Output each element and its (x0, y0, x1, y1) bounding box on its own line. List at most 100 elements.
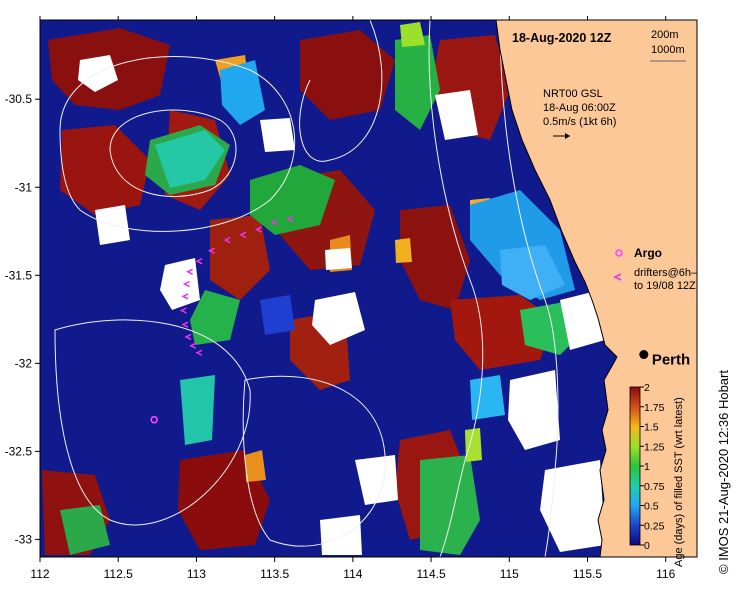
drifter-position (189, 342, 197, 349)
patch-old-e (400, 205, 470, 310)
drifter-position (223, 236, 231, 244)
drifter-position (181, 293, 189, 300)
drifter-track (179, 215, 294, 356)
patch-teal-sw (180, 375, 215, 445)
drifter-position (184, 333, 192, 341)
argo-float-marker (150, 415, 158, 424)
drifter-position (270, 219, 278, 226)
argo-legend-label: Argo (634, 246, 662, 260)
patch-green-c (250, 165, 335, 235)
x-tick-label: 112.5 (104, 567, 133, 581)
cloud-1 (78, 55, 118, 92)
x-tick-label: 115 (500, 567, 519, 581)
y-tick-label: -31.5 (5, 268, 33, 282)
x-tick-label: 113 (187, 567, 206, 581)
patch-old-n (300, 30, 395, 120)
current-info-line2: 18-Aug 06:00Z (543, 102, 616, 114)
drifter-legend-line2: to 19/08 12Z (634, 280, 696, 292)
perth-city-marker (639, 350, 649, 360)
patch-lime-2 (465, 428, 482, 462)
plot-frame (39, 19, 698, 558)
drifter-position (182, 280, 190, 288)
colorbar-tick-label: 1 (644, 461, 650, 473)
drifter-legend-line1: drifters@6h– (634, 267, 698, 279)
patch-green-sw (60, 505, 110, 555)
colorbar-tick-label: 0.25 (644, 520, 665, 532)
colorbar-tick-label: 2 (644, 382, 650, 394)
drifter-position (181, 321, 189, 328)
current-scale-arrow (553, 133, 570, 139)
drifter-position (195, 258, 203, 265)
x-tick-label: 113.5 (260, 567, 289, 581)
map-title: 18-Aug-2020 12Z (512, 31, 612, 45)
cloud-8 (540, 460, 605, 552)
isobath-legend-200m: 200m (651, 29, 679, 41)
isobath-ring-northeast (299, 20, 383, 162)
colorbar-tick-label: 0.5 (644, 501, 659, 513)
x-tick-label: 114.5 (417, 567, 446, 581)
cloud-6 (435, 90, 478, 140)
colorbar-ticks: 2 1.75 1.5 1.25 1 0.75 0.5 0.25 0 (640, 382, 665, 552)
colorbar-tick-label: 1.75 (644, 402, 665, 414)
cloud-9 (355, 455, 398, 505)
isobath-contours (54, 20, 559, 557)
age-colorbar: 2 1.75 1.5 1.25 1 0.75 0.5 0.25 0 (629, 382, 665, 552)
x-tick-label: 115.5 (573, 567, 602, 581)
patch-green-mid (190, 290, 240, 345)
cloud-7 (508, 370, 560, 450)
patch-old-mid (210, 215, 270, 300)
perth-label: Perth (652, 352, 690, 369)
isobath-200m (499, 20, 559, 557)
colorbar-tick-label: 1.25 (644, 441, 665, 453)
colorbar-tick-label: 1.5 (644, 422, 659, 434)
patch-orange-4 (245, 450, 266, 482)
y-tick-label: -31 (15, 180, 33, 194)
cloud-10 (260, 118, 295, 152)
colorbar-gradient (629, 386, 641, 546)
x-tick-label: 114 (343, 567, 362, 581)
patch-cyan-n (220, 60, 265, 125)
patch-old-w (60, 125, 150, 215)
drifter-position (239, 231, 247, 238)
longitude-axis: 112 112.5 113 113.5 114 114.5 115 115.5 116 (30, 16, 676, 581)
y-tick-label: -32.5 (5, 444, 33, 458)
isobath-1000m (428, 20, 484, 557)
current-info-line3: 0.5m/s (1kt 6h) (543, 116, 616, 128)
drifter-position (254, 226, 262, 233)
land-western-australia (495, 19, 698, 558)
isobath-legend-1000m: 1000m (651, 44, 685, 56)
cloud-12 (320, 515, 362, 555)
colorbar-label: Age (days) of filled SST (wrt latest) (673, 397, 685, 567)
drifter-position (195, 349, 203, 356)
patch-blue-mid (260, 295, 295, 335)
drifter-position (207, 247, 215, 254)
drifter-position (286, 215, 294, 223)
platform-legend: Argo drifters@6h– to 19/08 12Z (613, 246, 698, 292)
isobath-ring-north (59, 56, 296, 232)
y-tick-label: -30.5 (5, 92, 33, 106)
y-tick-label: -33 (15, 532, 33, 546)
colorbar-tick-label: 0 (644, 540, 650, 552)
drifter-position (179, 307, 187, 314)
patch-orange-5 (395, 238, 412, 263)
patch-cyan-se (470, 375, 505, 420)
isobath-ring-southeast (242, 375, 386, 547)
patch-teal-nw (155, 130, 225, 188)
x-tick-label: 116 (656, 567, 675, 581)
current-info-line1: NRT00 GSL (543, 88, 603, 100)
isobath-ring-south (54, 319, 251, 526)
cloud-4 (312, 292, 365, 345)
drifter-position (185, 268, 194, 275)
y-tick-label: -32 (15, 356, 33, 370)
current-info: NRT00 GSL 18-Aug 06:00Z 0.5m/s (1kt 6h) (543, 88, 616, 139)
credit-label: © IMOS 21-Aug-2020 12:36 Hobart (716, 370, 731, 574)
isobath-legend: 200m 1000m (650, 29, 686, 62)
latitude-axis: -30.5 -31 -31.5 -32 -32.5 -33 (5, 92, 40, 546)
drifter-legend-symbol (613, 273, 622, 281)
argo-legend-symbol (615, 249, 623, 257)
cloud-5 (325, 248, 352, 270)
argo-float-point (150, 415, 158, 424)
patch-green-s (420, 455, 480, 555)
perth-dot (639, 350, 649, 360)
